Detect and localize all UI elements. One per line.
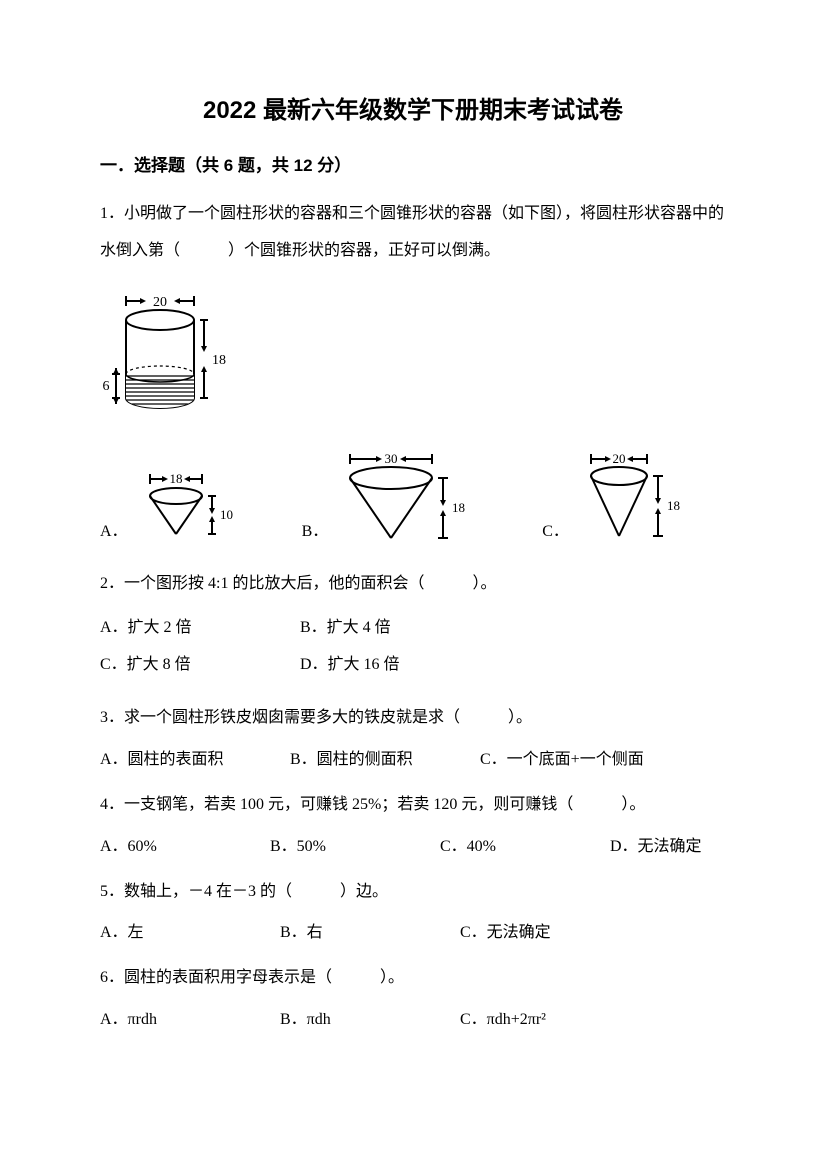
- coneA-d: 18: [169, 471, 182, 486]
- coneB-d: 30: [385, 451, 398, 466]
- q3-b: B．圆柱的侧面积: [290, 745, 440, 769]
- q1-opt-a-label: A．: [100, 524, 128, 546]
- q2-a: A．扩大 2 倍: [100, 610, 300, 647]
- page-title: 2022 最新六年级数学下册期末考试试卷: [100, 90, 726, 125]
- cyl-h-label: 18: [212, 353, 226, 368]
- q6-b: B．πdh: [280, 1005, 460, 1029]
- coneA-h: 10: [220, 507, 233, 522]
- q3-options: A．圆柱的表面积 B．圆柱的侧面积 C．一个底面+一个侧面: [100, 745, 726, 769]
- q1-options: A． 18 10 B．: [100, 446, 726, 546]
- coneC-h: 18: [667, 498, 680, 513]
- q5-options: A．左 B．右 C．无法确定: [100, 918, 726, 942]
- q2-text: 2．一个图形按 4:1 的比放大后，他的面积会（ ）。: [100, 566, 726, 603]
- q1-text: 1．小明做了一个圆柱形状的容器和三个圆锥形状的容器（如下图），将圆柱形状容器中的…: [100, 196, 726, 270]
- q4-c: C．40%: [440, 832, 610, 856]
- q3-a: A．圆柱的表面积: [100, 745, 250, 769]
- q1-opt-c: C． 20 18: [542, 446, 693, 546]
- q4-d: D．无法确定: [610, 832, 720, 856]
- q1-opt-b: B． 30 18: [302, 446, 483, 546]
- q1-opt-a: A． 18 10: [100, 466, 242, 546]
- q2-d: D．扩大 16 倍: [300, 647, 500, 684]
- section-1-head: 一．选择题（共 6 题，共 12 分）: [100, 151, 726, 176]
- q2-b: B．扩大 4 倍: [300, 610, 500, 647]
- q4-text: 4．一支钢笔，若卖 100 元，可赚钱 25%；若卖 120 元，则可赚钱（ ）…: [100, 787, 726, 824]
- cyl-d-label: 20: [153, 295, 167, 310]
- q6-text: 6．圆柱的表面积用字母表示是（ ）。: [100, 960, 726, 997]
- q3-c: C．一个底面+一个侧面: [480, 745, 644, 769]
- q6-c: C．πdh+2πr²: [460, 1005, 630, 1029]
- q6-a: A．πrdh: [100, 1005, 280, 1029]
- q3-text: 3．求一个圆柱形铁皮烟囱需要多大的铁皮就是求（ ）。: [100, 700, 726, 737]
- q4-a: A．60%: [100, 832, 270, 856]
- q6-options: A．πrdh B．πdh C．πdh+2πr²: [100, 1005, 726, 1029]
- q5-c: C．无法确定: [460, 918, 630, 942]
- q5-b: B．右: [280, 918, 460, 942]
- q2-options: A．扩大 2 倍 B．扩大 4 倍 C．扩大 8 倍 D．扩大 16 倍: [100, 610, 726, 684]
- q2-c: C．扩大 8 倍: [100, 647, 300, 684]
- coneB-h: 18: [452, 500, 465, 515]
- q4-b: B．50%: [270, 832, 440, 856]
- q5-a: A．左: [100, 918, 280, 942]
- coneC-d: 20: [612, 451, 625, 466]
- cyl-water-label: 6: [103, 379, 110, 394]
- q1-opt-c-label: C．: [542, 524, 569, 546]
- q5-text: 5．数轴上，－4 在－3 的（ ）边。: [100, 874, 726, 911]
- q1-cylinder-figure: 20 18: [100, 286, 726, 416]
- q1-opt-b-label: B．: [302, 524, 329, 546]
- q4-options: A．60% B．50% C．40% D．无法确定: [100, 832, 726, 856]
